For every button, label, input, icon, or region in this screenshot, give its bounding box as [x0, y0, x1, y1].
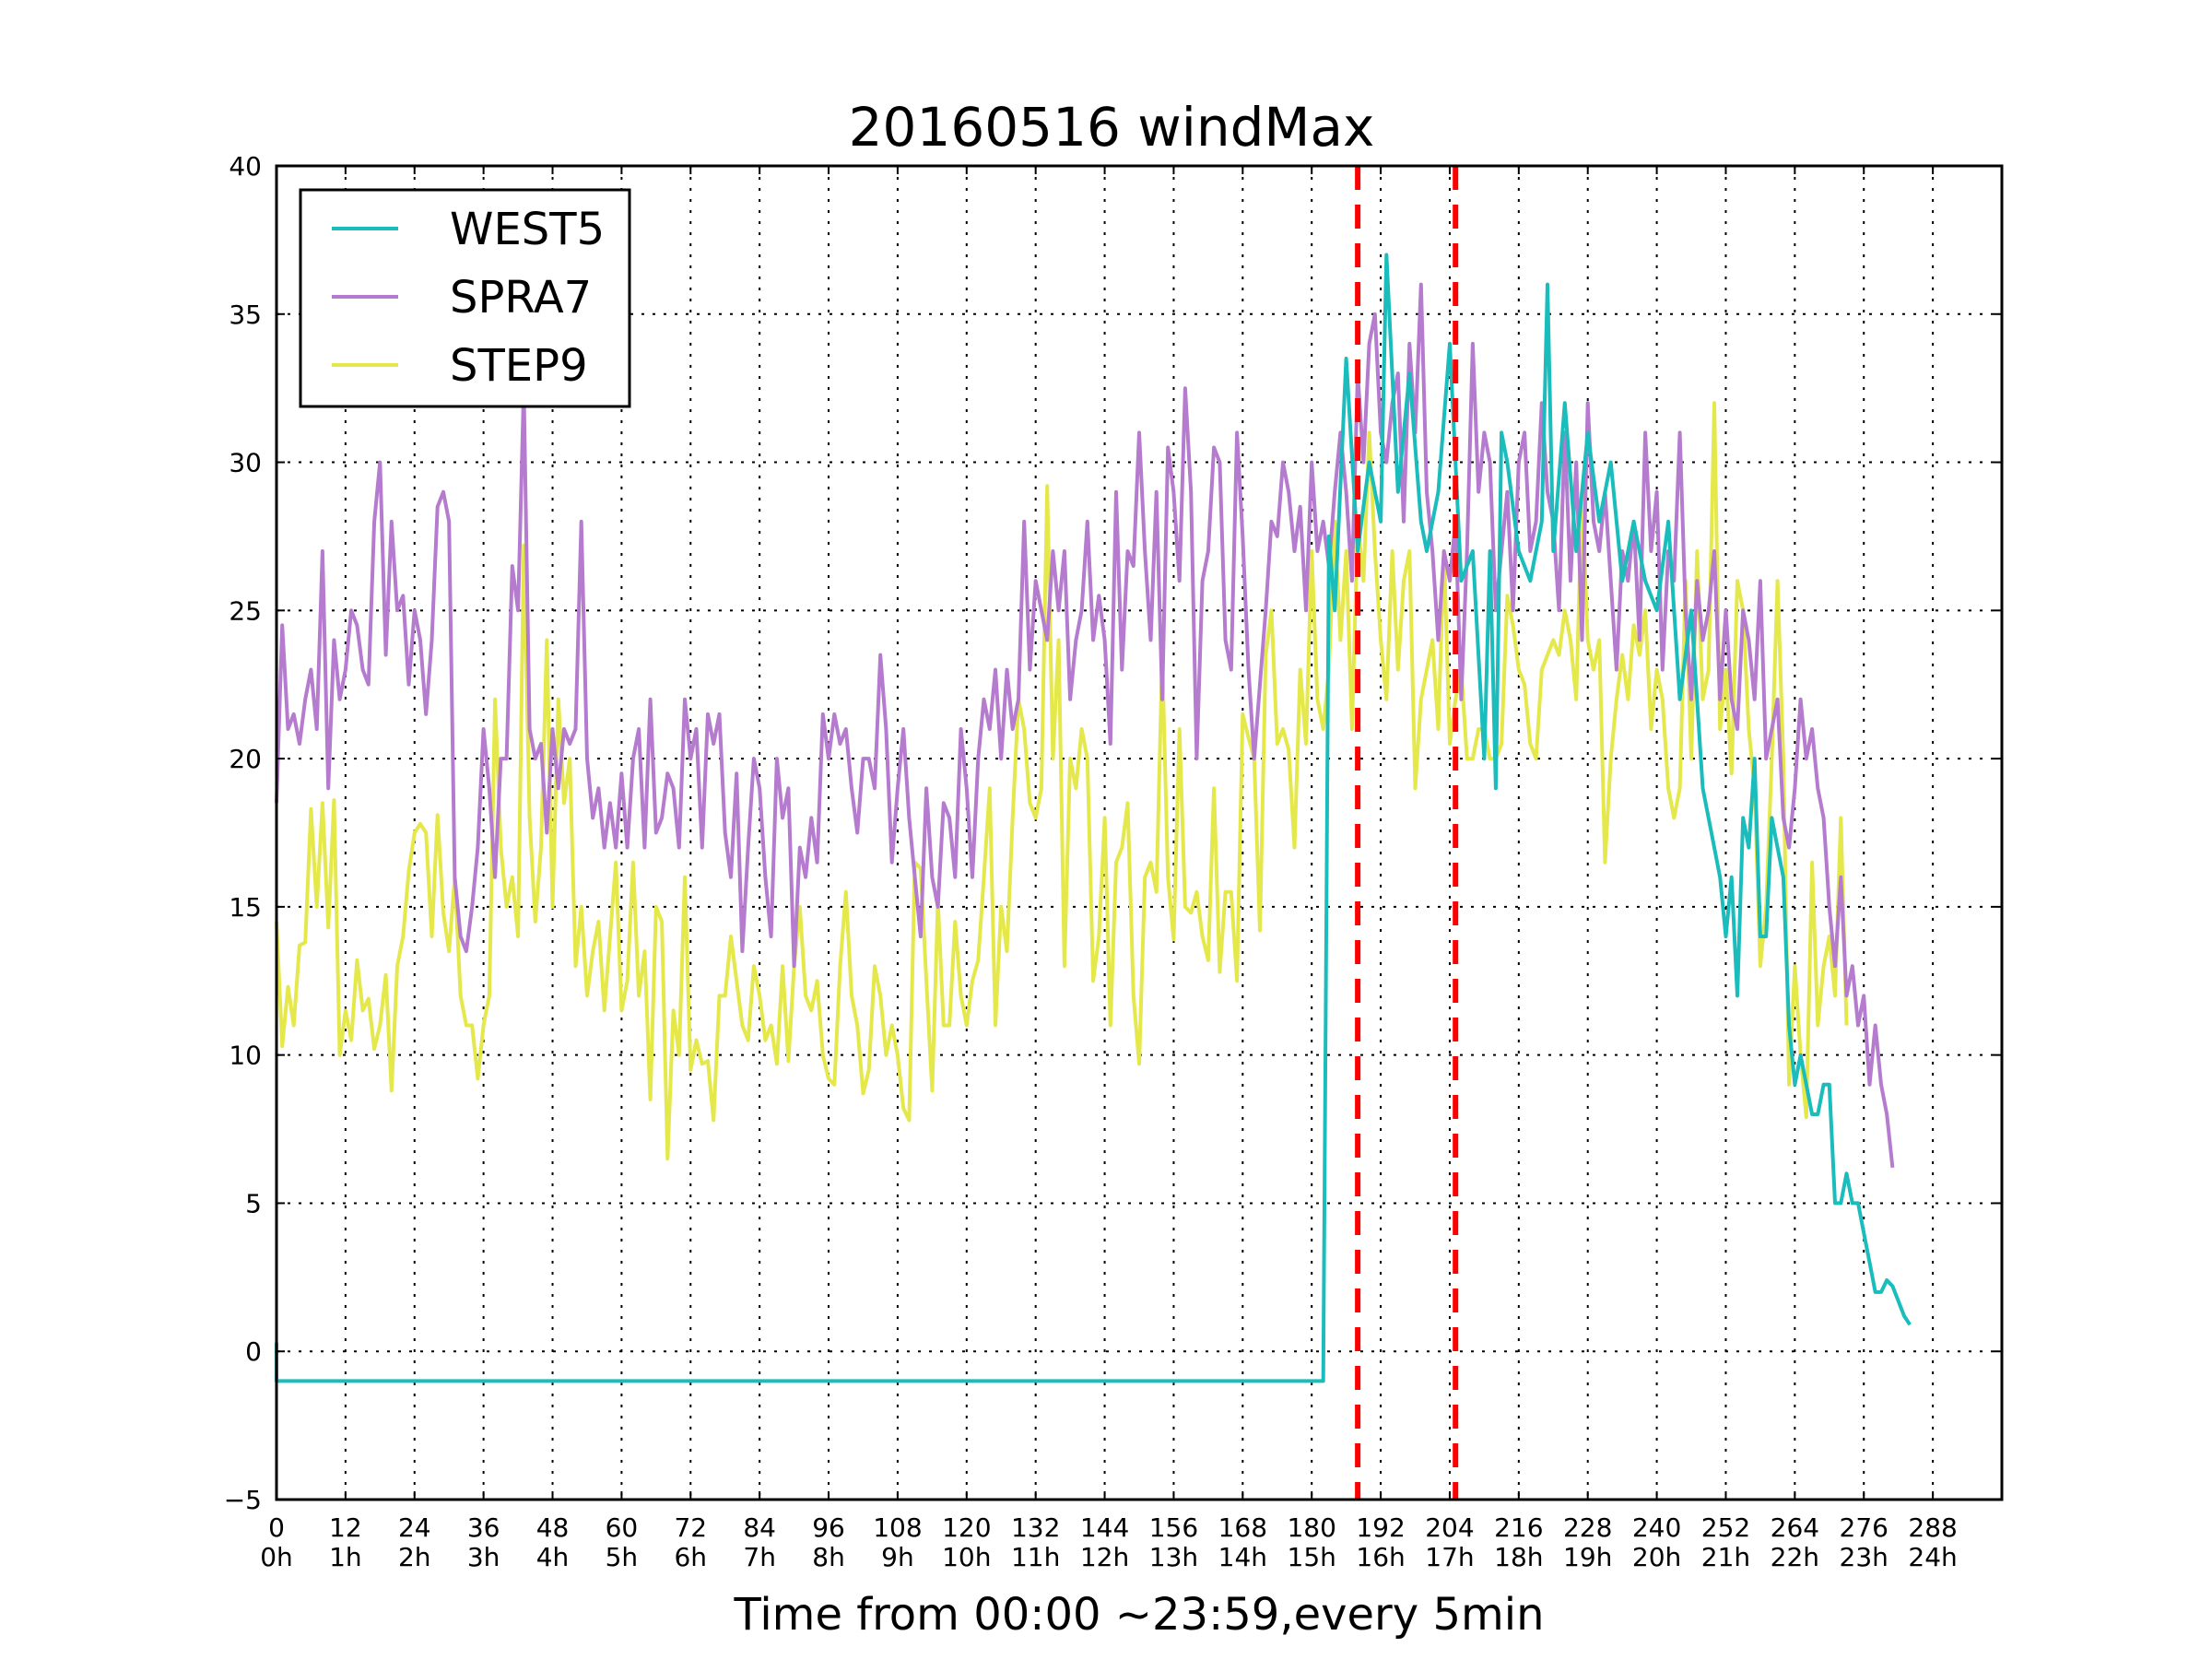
legend-label-step9: STEP9: [450, 340, 588, 392]
chart-title: 20160516 windMax: [849, 96, 1375, 159]
x-tick-label: 108: [873, 1512, 922, 1543]
x-tick-hour-label: 18h: [1494, 1542, 1543, 1572]
plot-area: [275, 166, 1912, 1499]
x-tick-hour-label: 8h: [812, 1542, 845, 1572]
vline-layer: [1355, 166, 1459, 1499]
x-tick-label: 48: [536, 1512, 570, 1543]
x-tick-hour-label: 16h: [1356, 1542, 1405, 1572]
x-tick-hour-label: 14h: [1218, 1542, 1267, 1572]
x-tick-hour-label: 0h: [260, 1542, 293, 1572]
y-tick-label: 15: [229, 892, 262, 923]
y-tick-label: 25: [229, 595, 262, 626]
x-tick-label: 264: [1771, 1512, 1819, 1543]
x-tick-label: 240: [1632, 1512, 1681, 1543]
x-tick-hour-label: 2h: [398, 1542, 431, 1572]
x-tick-label: 228: [1563, 1512, 1612, 1543]
x-tick-label: 24: [398, 1512, 431, 1543]
y-tick-label: 10: [229, 1041, 262, 1071]
y-tick-label: 5: [245, 1188, 262, 1218]
legend-label-west5: WEST5: [450, 204, 605, 255]
legend: WEST5 SPRA7 STEP9: [299, 188, 631, 408]
y-tick-label: 40: [229, 151, 262, 182]
x-tick-label: 192: [1356, 1512, 1405, 1543]
tick-layer: 00h121h242h363h484h605h726h847h968h1089h…: [224, 151, 2002, 1572]
x-tick-hour-label: 22h: [1771, 1542, 1819, 1572]
x-tick-hour-label: 9h: [881, 1542, 914, 1572]
x-tick-hour-label: 6h: [674, 1542, 707, 1572]
x-axis-label: Time from 00:00 ~23:59,every 5min: [734, 1589, 1545, 1641]
x-tick-hour-label: 12h: [1080, 1542, 1129, 1572]
x-tick-label: 144: [1080, 1512, 1129, 1543]
x-tick-hour-label: 21h: [1701, 1542, 1750, 1572]
x-tick-label: 276: [1840, 1512, 1888, 1543]
x-tick-hour-label: 4h: [536, 1542, 570, 1572]
y-tick-label: −5: [224, 1485, 262, 1515]
x-tick-label: 84: [743, 1512, 776, 1543]
x-tick-hour-label: 24h: [1908, 1542, 1957, 1572]
x-tick-hour-label: 23h: [1840, 1542, 1888, 1572]
x-tick-label: 132: [1011, 1512, 1060, 1543]
x-tick-label: 36: [467, 1512, 500, 1543]
x-tick-label: 96: [812, 1512, 845, 1543]
plot-frame: [275, 164, 2004, 1501]
x-tick-label: 252: [1701, 1512, 1750, 1543]
x-tick-hour-label: 7h: [743, 1542, 776, 1572]
x-tick-hour-label: 11h: [1011, 1542, 1060, 1572]
x-tick-hour-label: 10h: [942, 1542, 991, 1572]
x-tick-label: 72: [674, 1512, 707, 1543]
x-tick-hour-label: 19h: [1563, 1542, 1612, 1572]
x-tick-hour-label: 17h: [1425, 1542, 1474, 1572]
x-tick-hour-label: 13h: [1149, 1542, 1198, 1572]
y-tick-label: 30: [229, 448, 262, 478]
series-line-spra7: [275, 282, 1895, 1169]
x-tick-hour-label: 5h: [606, 1542, 639, 1572]
x-tick-label: 156: [1149, 1512, 1198, 1543]
x-tick-label: 168: [1218, 1512, 1267, 1543]
x-tick-hour-label: 20h: [1632, 1542, 1681, 1572]
x-tick-label: 180: [1287, 1512, 1335, 1543]
series-line-west5: [275, 253, 1912, 1383]
x-tick-hour-label: 15h: [1288, 1542, 1336, 1572]
x-tick-label: 216: [1494, 1512, 1543, 1543]
x-tick-label: 288: [1908, 1512, 1957, 1543]
x-tick-label: 0: [268, 1512, 285, 1543]
y-tick-label: 20: [229, 744, 262, 774]
x-tick-label: 204: [1425, 1512, 1474, 1543]
y-tick-label: 0: [245, 1336, 262, 1367]
x-tick-label: 120: [942, 1512, 991, 1543]
legend-label-spra7: SPRA7: [450, 272, 592, 324]
series-layer: [275, 253, 1912, 1383]
y-tick-label: 35: [229, 300, 262, 330]
x-tick-hour-label: 1h: [329, 1542, 362, 1572]
x-tick-label: 12: [329, 1512, 362, 1543]
x-tick-hour-label: 3h: [467, 1542, 500, 1572]
x-tick-label: 60: [606, 1512, 639, 1543]
